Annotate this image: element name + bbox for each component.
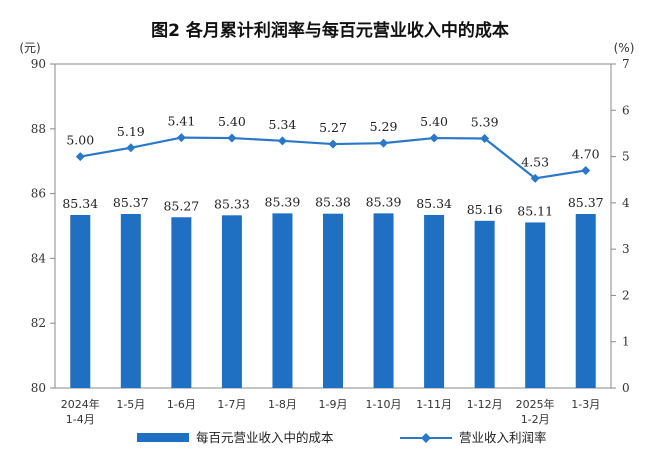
x-tick-label: 1-11月 bbox=[416, 398, 452, 411]
right-tick-label: 0 bbox=[622, 381, 630, 395]
line-value-label: 4.70 bbox=[572, 146, 600, 161]
x-tick-label: 1-10月 bbox=[366, 398, 402, 411]
left-tick-label: 80 bbox=[31, 381, 46, 395]
left-axis: 80 82 84 86 88 90 bbox=[31, 57, 55, 395]
bar-value-label: 85.16 bbox=[467, 202, 503, 217]
x-tick-label: 1-5月 bbox=[116, 398, 145, 411]
bar bbox=[323, 213, 343, 388]
legend-line-marker bbox=[421, 433, 431, 443]
line-labels: 5.00 5.19 5.41 5.40 5.34 5.27 5.29 5.40 5.39 4.53… bbox=[66, 114, 599, 170]
line-value-label: 5.29 bbox=[370, 119, 398, 134]
line-point bbox=[379, 138, 389, 148]
left-tick-label: 86 bbox=[31, 187, 46, 201]
line-point bbox=[75, 152, 85, 162]
bar bbox=[575, 214, 596, 388]
x-tick-label: 1-9月 bbox=[319, 398, 348, 411]
right-tick-label: 1 bbox=[622, 335, 630, 349]
bar-value-label: 85.34 bbox=[62, 196, 98, 211]
x-tick-label: 1-12月 bbox=[467, 398, 503, 411]
right-tick-label: 4 bbox=[622, 196, 630, 210]
line-point bbox=[328, 139, 338, 149]
bar bbox=[424, 214, 445, 388]
bar-value-label: 85.39 bbox=[366, 194, 402, 209]
left-axis-unit: (元) bbox=[19, 41, 40, 55]
bar-value-label: 85.37 bbox=[113, 195, 149, 210]
right-tick-label: 6 bbox=[622, 103, 630, 117]
bar bbox=[525, 222, 546, 388]
bar-value-label: 85.38 bbox=[315, 195, 351, 210]
line-point bbox=[480, 134, 490, 144]
x-tick-label: 1-7月 bbox=[217, 398, 246, 411]
right-tick-label: 7 bbox=[622, 57, 630, 71]
line-point bbox=[530, 173, 540, 183]
bar bbox=[171, 217, 192, 388]
line-value-label: 5.40 bbox=[420, 114, 448, 129]
left-tick-label: 84 bbox=[31, 251, 47, 265]
line-value-label: 5.00 bbox=[66, 133, 94, 148]
line-value-label: 5.27 bbox=[319, 120, 347, 135]
legend-line-label: 营业收入利润率 bbox=[459, 430, 547, 445]
right-axis-unit: (%) bbox=[614, 41, 635, 55]
line-value-label: 5.41 bbox=[167, 114, 195, 129]
x-tick-label: 2024年 1-4月 bbox=[61, 397, 100, 426]
bar-value-label: 85.33 bbox=[214, 196, 250, 211]
left-tick-label: 90 bbox=[31, 57, 46, 71]
bar-labels: 85.34 85.37 85.27 85.33 85.39 85.38 85.39 85.34… bbox=[62, 194, 603, 218]
bar bbox=[70, 214, 91, 388]
line-point bbox=[126, 143, 136, 153]
bar bbox=[373, 213, 394, 388]
bar bbox=[221, 215, 242, 388]
right-tick-label: 2 bbox=[622, 288, 630, 302]
chart-title: 图2 各月累计利润率与每百元营业收入中的成本 bbox=[151, 20, 509, 41]
line-value-label: 5.39 bbox=[471, 115, 499, 130]
legend-bar-label: 每百元营业收入中的成本 bbox=[196, 430, 334, 445]
line-point bbox=[227, 133, 237, 143]
line-point bbox=[176, 133, 186, 143]
bar bbox=[474, 220, 495, 388]
bar bbox=[272, 213, 293, 388]
line-point bbox=[429, 133, 439, 143]
legend: 每百元营业收入中的成本 营业收入利润率 bbox=[137, 430, 547, 445]
bar-series bbox=[70, 213, 596, 388]
x-tick-label: 2025年 1-2月 bbox=[516, 397, 555, 426]
x-tick-label: 1-3月 bbox=[571, 398, 600, 411]
line-value-label: 5.34 bbox=[269, 117, 297, 132]
bar bbox=[120, 214, 141, 388]
line-series bbox=[75, 133, 591, 183]
line-value-label: 4.53 bbox=[521, 154, 549, 169]
line-point bbox=[581, 165, 591, 175]
line-point bbox=[277, 136, 287, 146]
left-tick-label: 82 bbox=[31, 316, 46, 330]
line-value-label: 5.19 bbox=[117, 124, 145, 139]
bar-value-label: 85.27 bbox=[163, 198, 199, 213]
right-tick-label: 3 bbox=[622, 242, 630, 256]
left-tick-label: 88 bbox=[31, 122, 46, 136]
legend-bar-swatch bbox=[137, 433, 189, 442]
bar-value-label: 85.39 bbox=[265, 194, 301, 209]
bar-value-label: 85.37 bbox=[568, 195, 604, 210]
bar-value-label: 85.34 bbox=[416, 196, 452, 211]
bar-value-label: 85.11 bbox=[517, 203, 553, 218]
x-axis: 2024年 1-4月 1-5月 1-6月 1-7月 1-8月 1-9月 1-10月 1-11月 1… bbox=[61, 397, 600, 426]
x-tick-label: 1-6月 bbox=[167, 398, 196, 411]
x-tick-label: 1-8月 bbox=[268, 398, 297, 411]
line-value-label: 5.40 bbox=[218, 114, 246, 129]
right-tick-label: 5 bbox=[622, 150, 630, 164]
right-axis: 0 1 2 3 4 5 6 7 bbox=[611, 57, 630, 395]
